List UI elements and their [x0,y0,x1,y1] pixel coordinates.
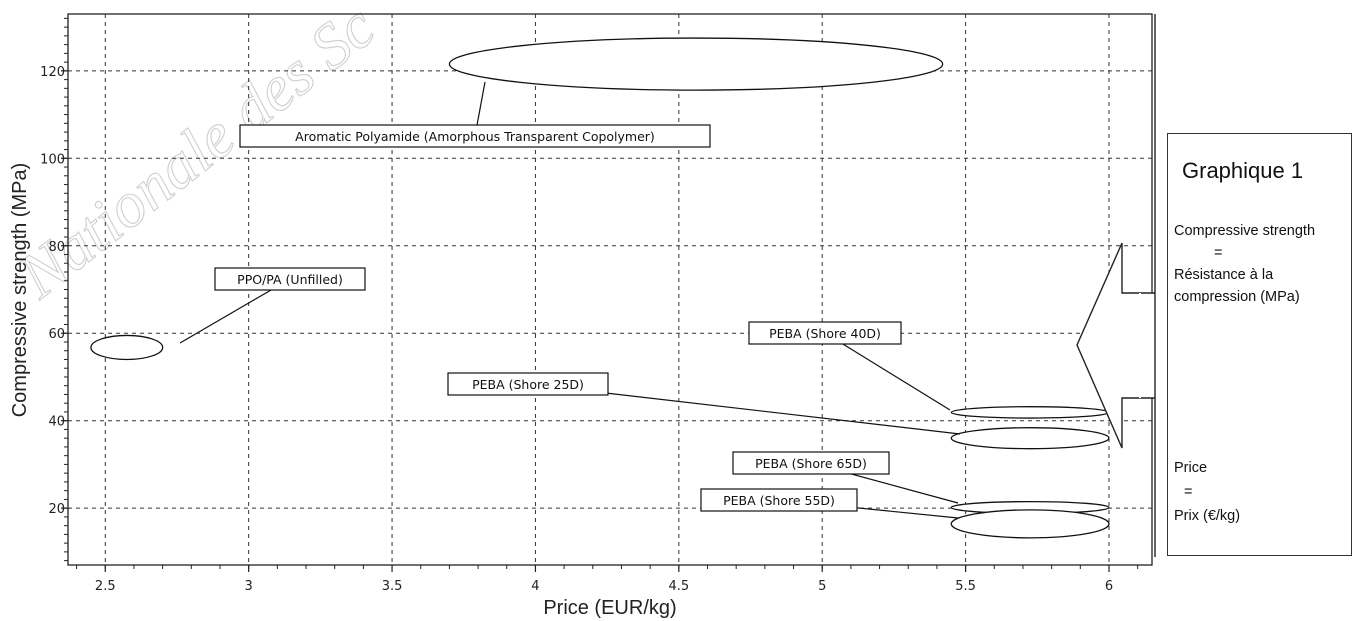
legend-title: Graphique 1 [1182,158,1304,183]
y-axis-title: Compressive strength (MPa) [9,163,31,418]
x-tick-label: 2.5 [95,579,116,594]
x-axis-title: Price (EUR/kg) [543,597,676,619]
axis-ticks: 2.5 3 3.5 4 4.5 5 5.5 6 20 40 60 80 100 120 [40,17,1139,594]
legend-term-price: Price [1174,460,1208,476]
x-tick-label: 4.5 [668,579,689,594]
legend-term-strength: Compressive strength [1174,223,1316,239]
legend-box: Graphique 1 Compressive strength = Résis… [1167,133,1352,556]
legend-translation-price: Prix (€/kg) [1174,508,1241,524]
x-tick-label: 4 [531,579,539,594]
material-label: PEBA (Shore 55D) [723,493,835,508]
material-label-box [748,321,902,345]
legend-equals-1: = [1214,245,1223,261]
y-tick-label: 60 [48,327,65,342]
x-tick-label: 5 [818,579,826,594]
legend-translation-strength: Résistance à la compression (MPa) [1174,267,1300,305]
y-tick-label: 40 [48,415,65,430]
y-tick-label: 20 [48,502,65,517]
y-tick-label: 100 [40,152,65,167]
legend-equals-2: = [1184,484,1193,500]
material-bubble [448,37,944,91]
material-label: PEBA (Shore 65D) [755,456,867,471]
material-label: Aromatic Polyamide (Amorphous Transparen… [295,129,655,144]
x-tick-label: 3 [245,579,253,594]
material-label-box [214,267,366,291]
chart-marks: Aromatic Polyamide (Amorphous Transparen… [90,37,1110,539]
legend-definition-strength: Compressive strength = Résistance à la c… [1174,220,1344,308]
y-tick-label: 120 [40,65,65,80]
legend-definition-price: Price = Prix (€/kg) [1174,456,1344,528]
material-label: PEBA (Shore 25D) [472,377,584,392]
material-label-box [447,372,609,396]
material-label: PPO/PA (Unfilled) [237,272,343,287]
x-tick-label: 3.5 [382,579,403,594]
material-label-box [239,124,711,148]
material-bubble [950,509,1110,539]
y-tick-label: 80 [48,240,65,255]
material-bubble [90,334,164,361]
material-bubble [950,427,1110,450]
legend-arrow [1076,14,1156,557]
callout-line [824,332,951,411]
material-label: PEBA (Shore 40D) [769,326,881,341]
material-label-box [732,451,890,475]
x-tick-label: 5.5 [955,579,976,594]
x-tick-label: 6 [1105,579,1113,594]
material-label-box [700,488,858,512]
material-bubble [950,406,1110,419]
